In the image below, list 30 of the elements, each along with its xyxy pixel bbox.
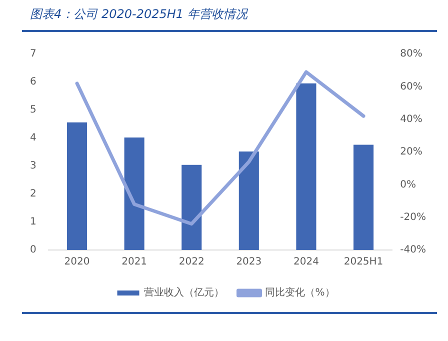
chart-title: 图表4：公司 2020-2025H1 年营收情况 [30,6,248,23]
y-tick-label: 7 [30,48,36,60]
x-tick-label: 2021 [122,256,148,268]
bar [296,83,316,250]
y-tick-label: 5 [30,104,36,116]
y-tick-label: 3 [30,160,36,172]
y-tick-label: 6 [30,76,36,88]
bar [182,164,202,250]
y2-tick-label: -20% [400,212,426,223]
bar [66,122,88,250]
y-tick-label: 4 [30,132,36,144]
y2-tick-label: 0% [400,179,416,190]
bar [353,144,374,250]
y2-tick-label: -40% [400,244,426,256]
x-tick-label: 2025H1 [344,256,384,268]
y-tick-label: 2 [30,188,36,200]
y2-tick-label: 20% [400,146,422,158]
y-tick-label: 1 [30,216,36,228]
bar [238,151,259,250]
legend-label: 同比变化（%） [265,286,335,299]
y2-tick-label: 60% [400,81,422,92]
y2-tick-label: 40% [400,114,422,125]
y2-tick-label: 80% [400,48,422,60]
legend-label: 营业收入（亿元） [144,286,224,299]
x-tick-label: 2022 [178,256,204,268]
bar [124,137,144,250]
y-tick-label: 0 [30,244,36,256]
x-tick-label: 2023 [236,256,262,268]
x-tick-label: 2024 [293,256,319,268]
x-tick-label: 2020 [64,256,90,268]
